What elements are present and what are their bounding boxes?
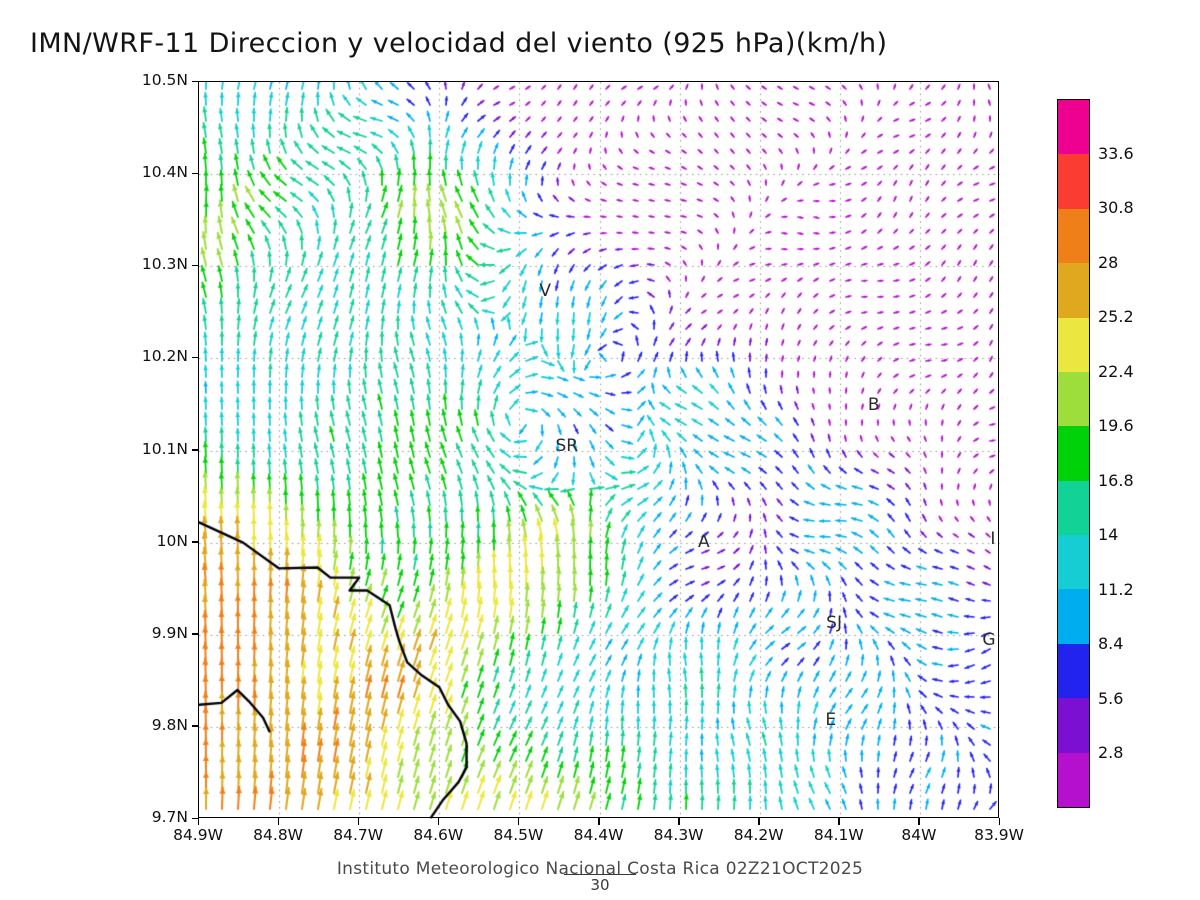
y-axis-label-9.7N: 9.7N <box>151 808 188 826</box>
colorbar-band-12 <box>1058 752 1089 807</box>
y-axis-tick <box>192 725 199 727</box>
y-axis-tick <box>192 356 199 359</box>
x-axis-label-84.8W: 84.8W <box>253 826 304 844</box>
y-axis-label-10.1N: 10.1N <box>141 439 188 458</box>
y-axis-label-10.2N: 10.2N <box>141 347 188 366</box>
colorbar-label-2-8: 2.8 <box>1098 743 1124 763</box>
y-axis-tick <box>192 264 199 267</box>
coastline-layer <box>199 82 1000 819</box>
x-axis-label-84.9W: 84.9W <box>173 826 223 844</box>
x-axis-label-83.9W: 83.9W <box>974 826 1024 844</box>
colorbar[interactable] <box>1057 99 1090 808</box>
colorbar-label-16-8: 16.8 <box>1098 470 1134 490</box>
x-axis-tick <box>758 818 760 825</box>
colorbar-band-7 <box>1058 480 1089 535</box>
map-plot-area[interactable]: V B SR A I SJ G E <box>198 81 1000 819</box>
colorbar-label-25-2: 25.2 <box>1098 307 1134 327</box>
x-axis-tick <box>998 818 1001 825</box>
x-axis-tick <box>277 818 280 825</box>
x-axis-tick <box>678 818 680 825</box>
colorbar-label-14: 14 <box>1098 525 1119 545</box>
colorbar-label-33-6: 33.6 <box>1098 143 1134 163</box>
y-axis-label-10N: 10N <box>156 531 188 550</box>
colorbar-band-2 <box>1058 208 1089 264</box>
y-axis-label-10.4N: 10.4N <box>141 163 188 182</box>
page-number-rule <box>564 874 636 875</box>
colorbar-band-4 <box>1058 317 1089 372</box>
x-axis-label-84.2W: 84.2W <box>733 826 784 844</box>
x-axis-tick <box>357 818 360 825</box>
x-axis-label-84.1W: 84.1W <box>813 826 864 844</box>
x-axis-tick <box>437 818 440 825</box>
colorbar-band-11 <box>1058 698 1089 753</box>
x-axis-label-84W: 84W <box>901 826 937 844</box>
colorbar-band-6 <box>1058 426 1089 481</box>
x-axis-label-84.6W: 84.6W <box>413 826 464 844</box>
colorbar-band-3 <box>1058 263 1089 318</box>
colorbar-label-30-8: 30.8 <box>1098 198 1134 218</box>
colorbar-band-1 <box>1058 154 1089 209</box>
page-number: 30 <box>590 876 610 894</box>
colorbar-band-9 <box>1058 589 1089 644</box>
x-axis-label-84.7W: 84.7W <box>333 826 384 844</box>
colorbar-band-8 <box>1058 535 1089 590</box>
x-axis-tick <box>197 818 200 825</box>
colorbar-band-0 <box>1058 100 1089 155</box>
y-axis-tick <box>192 633 199 635</box>
x-axis-label-84.5W: 84.5W <box>493 826 544 844</box>
y-axis-tick <box>192 817 199 820</box>
x-axis-label-84.3W: 84.3W <box>653 826 704 844</box>
x-axis-label-84.4W: 84.4W <box>573 826 624 844</box>
colorbar-label-22-4: 22.4 <box>1098 361 1134 381</box>
y-axis-tick <box>192 449 199 451</box>
y-axis-label-9.8N: 9.8N <box>151 715 188 734</box>
y-axis-tick <box>192 541 199 543</box>
y-axis-tick <box>192 172 199 175</box>
y-axis-label-10.3N: 10.3N <box>141 255 188 274</box>
y-axis-tick <box>192 80 199 83</box>
x-axis-tick <box>517 818 520 825</box>
x-axis-tick <box>918 818 920 825</box>
colorbar-band-10 <box>1058 643 1089 699</box>
footer-text: Instituto Meteorologico Nacional Costa R… <box>336 859 864 879</box>
colorbar-label-28: 28 <box>1098 252 1119 272</box>
y-axis-label-10.5N: 10.5N <box>141 71 188 89</box>
colorbar-band-5 <box>1058 371 1089 427</box>
chart-title: IMN/WRF-11 Direccion y velocidad del vie… <box>30 28 888 59</box>
colorbar-label-5-6: 5.6 <box>1098 688 1124 708</box>
x-axis-tick <box>598 818 600 825</box>
colorbar-label-8-4: 8.4 <box>1098 634 1124 654</box>
x-axis-tick <box>838 818 840 825</box>
colorbar-label-11-2: 11.2 <box>1098 579 1134 599</box>
colorbar-label-19-6: 19.6 <box>1098 416 1134 436</box>
y-axis-label-9.9N: 9.9N <box>151 623 188 642</box>
